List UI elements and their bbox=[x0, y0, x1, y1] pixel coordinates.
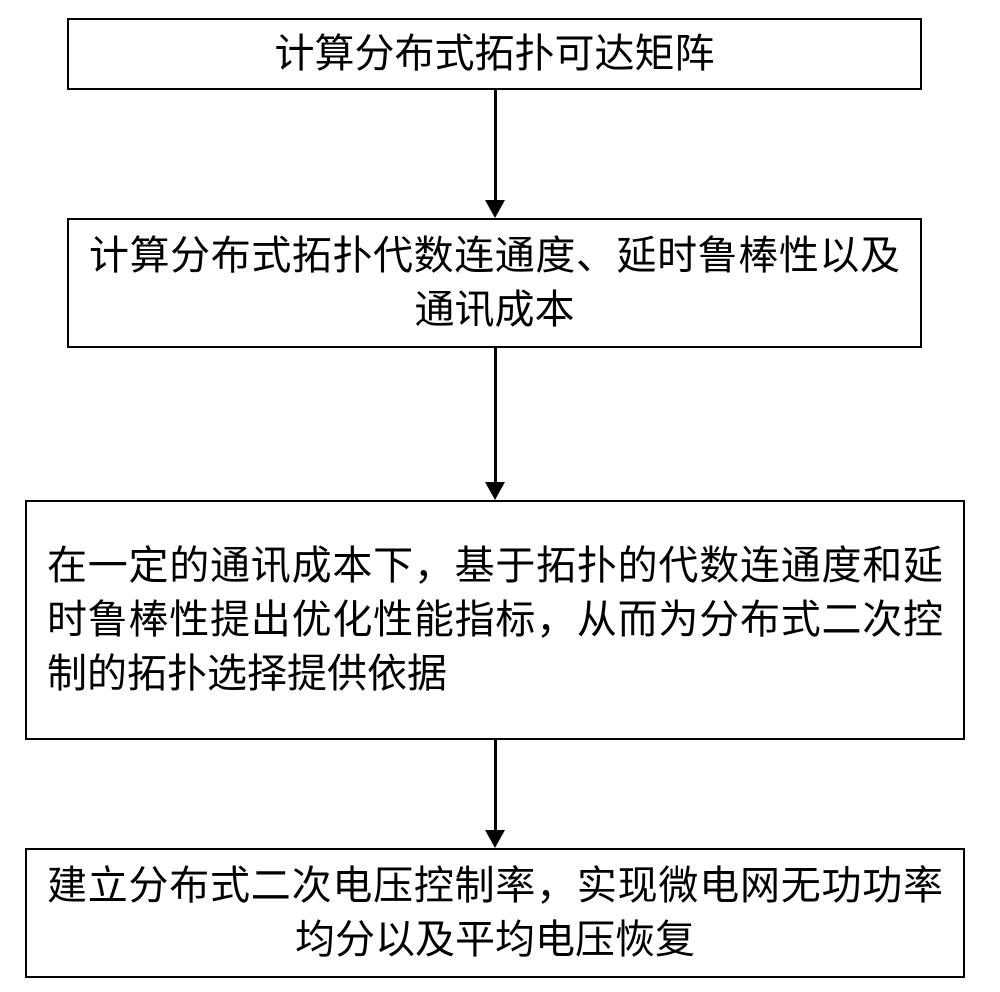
arrow-1-head bbox=[485, 200, 505, 218]
flow-node-1: 计算分布式拓扑可达矩阵 bbox=[67, 18, 922, 90]
flow-node-4: 建立分布式二次电压控制率，实现微电网无功功率均分以及平均电压恢复 bbox=[25, 848, 965, 978]
flow-node-3-text: 在一定的通讯成本下，基于拓扑的代数连通度和延时鲁棒性提出优化性能指标，从而为分布… bbox=[47, 539, 943, 701]
flowchart-container: 计算分布式拓扑可达矩阵 计算分布式拓扑代数连通度、延时鲁棒性以及通讯成本 在一定… bbox=[0, 0, 1000, 992]
arrow-3-head bbox=[485, 830, 505, 848]
flow-node-1-text: 计算分布式拓扑可达矩阵 bbox=[275, 27, 715, 81]
arrow-3-line bbox=[494, 740, 497, 830]
arrow-2-line bbox=[494, 348, 497, 482]
arrow-1-line bbox=[494, 90, 497, 200]
arrow-2-head bbox=[485, 482, 505, 500]
flow-node-3: 在一定的通讯成本下，基于拓扑的代数连通度和延时鲁棒性提出优化性能指标，从而为分布… bbox=[25, 500, 965, 740]
flow-node-2: 计算分布式拓扑代数连通度、延时鲁棒性以及通讯成本 bbox=[67, 218, 922, 348]
flow-node-2-text: 计算分布式拓扑代数连通度、延时鲁棒性以及通讯成本 bbox=[89, 229, 900, 337]
flow-node-4-text: 建立分布式二次电压控制率，实现微电网无功功率均分以及平均电压恢复 bbox=[47, 859, 943, 967]
